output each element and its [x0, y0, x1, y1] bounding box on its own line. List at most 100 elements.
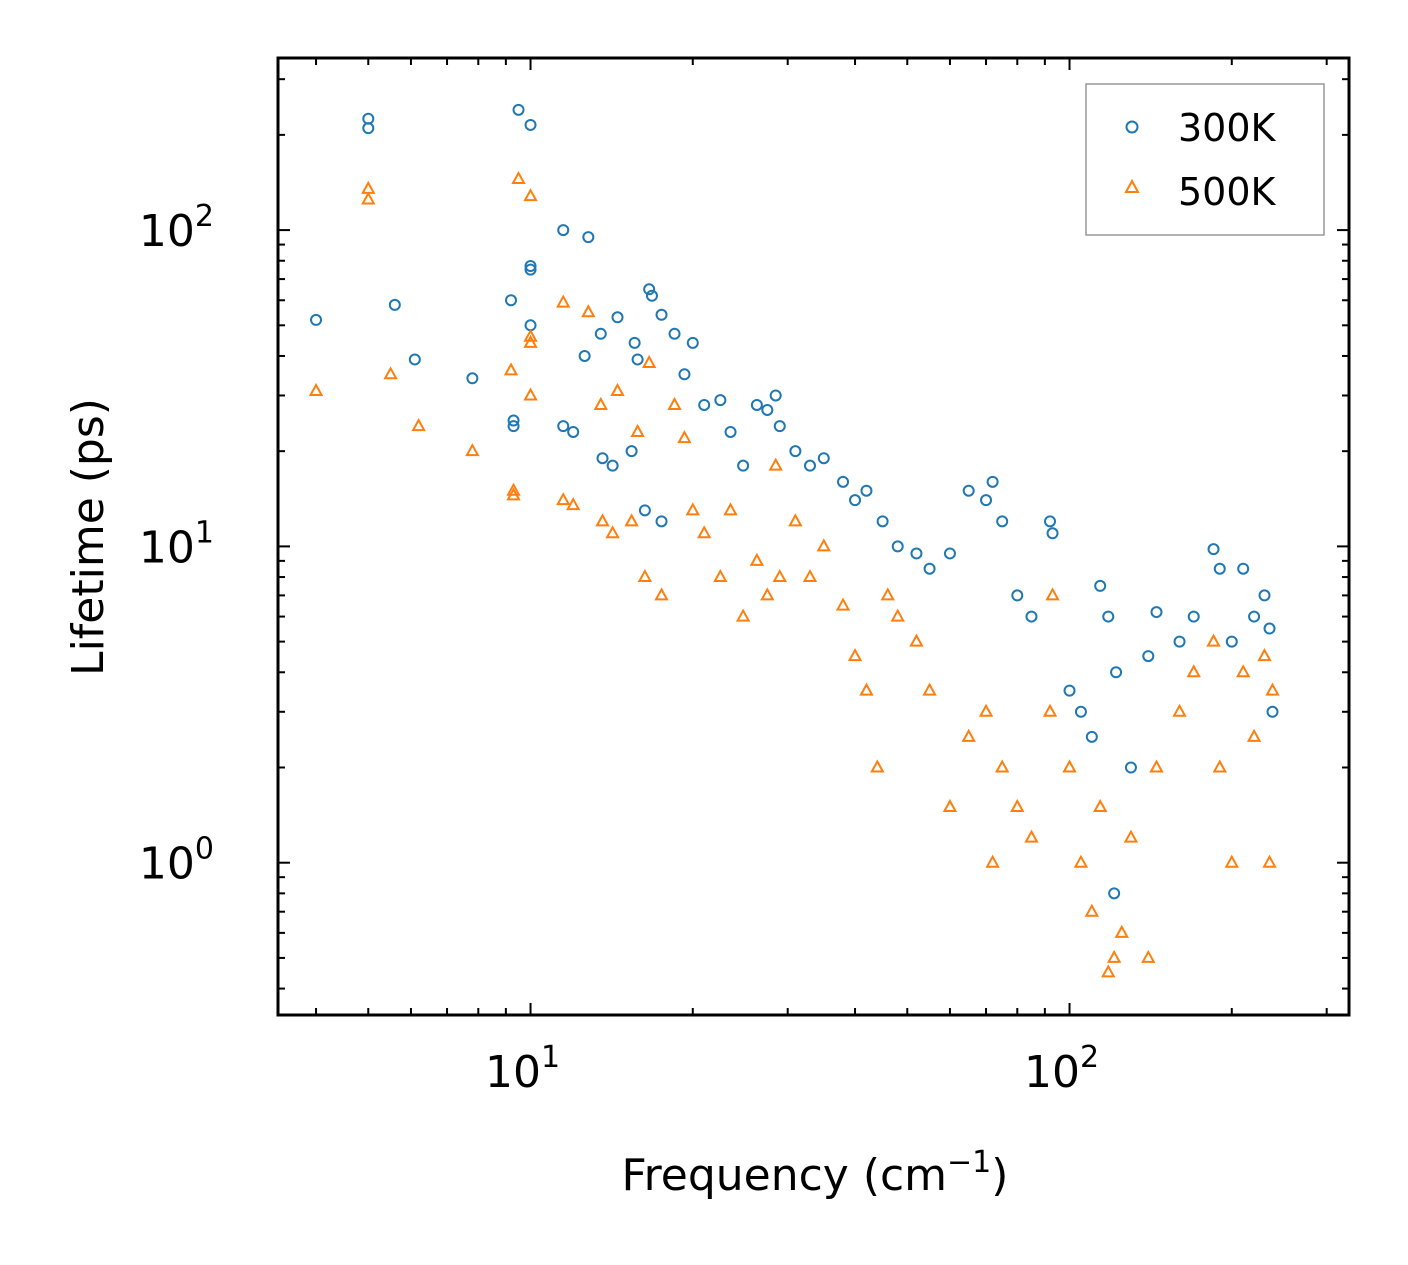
point-300K-52 — [943, 547, 956, 560]
plot-frame — [276, 56, 1351, 1017]
point-500K-26 — [654, 587, 669, 601]
point-500K-25 — [641, 354, 657, 369]
point-300K-77 — [1248, 610, 1261, 623]
axis-tick-labels: 101 102 100 101 102 — [139, 199, 1099, 1098]
point-300K-8 — [507, 420, 520, 433]
point-300K-14 — [557, 224, 570, 237]
point-500K-31 — [713, 568, 728, 583]
point-300K-15 — [557, 420, 570, 433]
y-tick-label-0: 100 — [139, 832, 214, 890]
point-500K-46 — [890, 608, 905, 622]
point-300K-28 — [645, 289, 658, 302]
series-500K — [308, 170, 1280, 978]
point-300K-66 — [1108, 887, 1121, 900]
y-axis-label: Lifetime (ps) — [63, 398, 114, 676]
point-500K-10 — [523, 188, 538, 202]
point-500K-69 — [1186, 664, 1201, 678]
point-300K-51 — [923, 562, 936, 575]
legend: 300K 500K — [1085, 83, 1325, 236]
point-300K-62 — [1074, 705, 1087, 718]
point-500K-22 — [624, 513, 639, 527]
point-300K-18 — [578, 349, 591, 362]
point-500K-70 — [1206, 633, 1221, 647]
point-300K-20 — [596, 452, 609, 465]
point-300K-33 — [686, 336, 699, 349]
point-300K-10 — [524, 118, 537, 131]
point-500K-21 — [610, 382, 625, 396]
point-500K-27 — [667, 396, 682, 410]
point-300K-12 — [524, 263, 537, 276]
point-300K-42 — [789, 445, 802, 458]
point-300K-29 — [655, 308, 668, 321]
point-500K-2 — [361, 180, 376, 194]
point-500K-65 — [1123, 829, 1139, 843]
point-300K-70 — [1150, 606, 1163, 619]
point-300K-22 — [611, 311, 624, 324]
x-axis-label: Frequency (cm−1) — [622, 1145, 1009, 1201]
point-300K-34 — [698, 398, 711, 411]
point-300K-7 — [507, 414, 520, 427]
point-300K-25 — [631, 353, 644, 366]
point-300K-37 — [737, 459, 750, 472]
point-500K-6 — [503, 362, 519, 376]
point-300K-65 — [1102, 610, 1115, 623]
point-300K-9 — [512, 103, 525, 116]
x-tick-label-1: 102 — [1024, 1040, 1099, 1098]
point-500K-12 — [523, 334, 538, 348]
point-300K-0 — [310, 313, 323, 326]
point-500K-61 — [1093, 798, 1108, 813]
point-300K-36 — [724, 425, 737, 438]
point-500K-67 — [1149, 759, 1164, 773]
point-500K-52 — [985, 854, 1000, 868]
point-300K-38 — [750, 398, 763, 411]
point-300K-44 — [817, 452, 830, 465]
point-300K-32 — [678, 368, 691, 381]
point-500K-63 — [1106, 949, 1122, 963]
point-500K-37 — [772, 568, 787, 583]
point-500K-33 — [735, 608, 751, 622]
point-300K-27 — [643, 283, 656, 296]
point-500K-35 — [760, 587, 775, 601]
point-500K-41 — [835, 597, 851, 611]
point-300K-6 — [505, 294, 518, 307]
point-300K-59 — [1044, 515, 1057, 528]
point-500K-9 — [511, 170, 526, 185]
legend-box — [1085, 83, 1325, 236]
point-500K-66 — [1141, 949, 1156, 963]
point-300K-16 — [567, 425, 580, 438]
point-500K-20 — [605, 525, 620, 539]
point-500K-71 — [1212, 759, 1227, 773]
point-500K-4 — [411, 418, 426, 432]
point-300K-39 — [761, 403, 774, 416]
point-300K-67 — [1110, 666, 1123, 679]
point-300K-76 — [1237, 562, 1250, 575]
point-500K-15 — [556, 492, 571, 506]
point-500K-23 — [630, 423, 645, 437]
point-300K-73 — [1207, 543, 1220, 556]
point-500K-14 — [556, 294, 571, 308]
point-300K-74 — [1213, 562, 1226, 575]
point-500K-77 — [1265, 682, 1280, 696]
point-500K-24 — [637, 568, 653, 583]
point-300K-60 — [1046, 527, 1059, 540]
point-300K-17 — [582, 231, 595, 244]
series-300K — [310, 103, 1279, 900]
point-500K-7 — [506, 482, 521, 496]
point-300K-69 — [1142, 650, 1155, 663]
point-500K-13 — [523, 387, 538, 401]
point-500K-75 — [1257, 648, 1272, 662]
point-300K-49 — [891, 540, 904, 553]
axis-ticks — [278, 58, 1349, 1015]
legend-marker-500k — [1124, 178, 1140, 193]
point-300K-46 — [849, 494, 862, 507]
point-300K-54 — [980, 494, 993, 507]
point-300K-71 — [1173, 635, 1186, 648]
point-300K-35 — [714, 394, 727, 407]
point-500K-28 — [677, 430, 692, 444]
point-500K-16 — [566, 497, 581, 511]
point-500K-55 — [1024, 829, 1039, 843]
point-300K-56 — [996, 515, 1009, 528]
point-300K-72 — [1187, 610, 1200, 623]
point-500K-39 — [802, 568, 818, 583]
